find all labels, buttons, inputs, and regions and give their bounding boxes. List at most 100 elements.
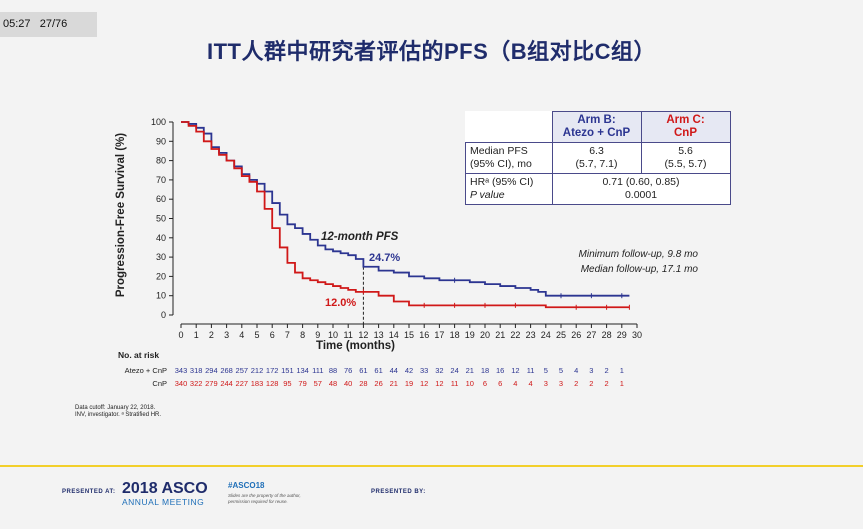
risk-value: 76	[344, 366, 353, 375]
arm-b-header: Arm B: Atezo + CnP	[551, 111, 642, 143]
median-pfs-label: Median PFS (95% CI), mo	[465, 142, 553, 174]
x-tick-label: 13	[374, 330, 384, 340]
risk-value: 1	[619, 366, 624, 375]
risk-value: 151	[281, 366, 294, 375]
risk-value: 42	[404, 366, 414, 375]
x-tick-label: 19	[465, 330, 475, 340]
median-pfs-arm-b: 6.3 (5.7, 7.1)	[551, 142, 642, 174]
x-tick-label: 10	[328, 330, 338, 340]
x-tick-label: 0	[178, 330, 183, 340]
x-tick-label: 25	[556, 330, 566, 340]
risk-value: 61	[374, 366, 383, 375]
pfs-annotation-title: 12-month PFS	[321, 231, 399, 243]
presented-at-label: PRESENTED AT:	[62, 489, 116, 495]
risk-value: 343	[174, 366, 188, 375]
min-followup: Minimum follow-up, 9.8 mo	[578, 249, 698, 260]
risk-value: 3	[589, 366, 594, 375]
x-tick-label: 26	[571, 330, 581, 340]
risk-value: 28	[359, 379, 368, 388]
abbreviation-note: INV, investigator. ᵃ Stratified HR.	[75, 412, 162, 418]
risk-value: 3	[558, 379, 564, 388]
risk-table-title: No. at risk	[118, 350, 160, 360]
risk-value: 294	[205, 366, 218, 375]
risk-value: 33	[420, 366, 429, 375]
asco-logo-year: 2018 ASCO	[122, 480, 208, 497]
risk-value: 6	[482, 379, 488, 388]
risk-value: 4	[513, 379, 518, 388]
x-tick-label: 20	[480, 330, 490, 340]
risk-row-label: CnP	[152, 379, 167, 388]
x-tick-label: 3	[224, 330, 229, 340]
slide-counter: 27/76	[39, 18, 68, 30]
y-tick-label: 0	[161, 310, 166, 320]
followup-note: Minimum follow-up, 9.8 mo Median follow-…	[550, 247, 698, 277]
risk-value: 10	[465, 379, 474, 388]
risk-value: 322	[189, 379, 203, 388]
risk-value: 2	[604, 366, 609, 375]
stats-table: Arm B: Atezo + CnP Arm C: CnP Median PFS (9…	[465, 111, 731, 205]
risk-value: 134	[296, 366, 309, 375]
x-tick-label: 8	[300, 330, 305, 340]
risk-value: 212	[250, 366, 264, 375]
x-tick-label: 15	[404, 330, 414, 340]
risk-value: 26	[374, 379, 383, 388]
y-tick-label: 30	[156, 252, 166, 262]
risk-value: 57	[313, 379, 322, 388]
slide-disclaimer: Slides are the property of the author, p…	[228, 493, 301, 504]
risk-value: 24	[450, 366, 459, 375]
x-tick-label: 4	[239, 330, 244, 340]
pfs-annotation-arm-b: 24.7%	[369, 252, 401, 264]
y-tick-label: 10	[156, 291, 166, 301]
asco-logo-subtitle: ANNUAL MEETING	[122, 497, 205, 507]
data-cutoff-note: Data cutoff: January 22, 2018.	[75, 405, 156, 411]
risk-value: 19	[404, 379, 414, 388]
x-tick-label: 9	[315, 330, 320, 340]
risk-value: 12	[511, 366, 520, 375]
risk-value: 16	[496, 366, 505, 375]
risk-value: 44	[389, 366, 398, 375]
x-tick-label: 28	[602, 330, 612, 340]
hashtag: #ASCO18	[228, 481, 265, 490]
risk-value: 1	[619, 379, 624, 388]
risk-value: 5	[543, 366, 548, 375]
x-tick-label: 22	[510, 330, 520, 340]
risk-value: 4	[574, 366, 579, 375]
x-tick-label: 11	[344, 330, 353, 340]
risk-value: 340	[174, 379, 188, 388]
risk-value: 227	[235, 379, 249, 388]
x-tick-label: 7	[285, 330, 290, 340]
risk-value: 279	[205, 379, 218, 388]
risk-value: 21	[389, 379, 398, 388]
risk-value: 4	[528, 379, 533, 388]
x-tick-label: 24	[541, 330, 551, 340]
risk-value: 2	[604, 379, 609, 388]
risk-value: 5	[558, 366, 564, 375]
footer-divider	[0, 465, 863, 467]
y-tick-label: 100	[151, 117, 166, 127]
x-tick-label: 2	[209, 330, 214, 340]
risk-value: 12	[435, 379, 444, 388]
risk-value: 183	[250, 379, 264, 388]
y-tick-label: 60	[156, 194, 166, 204]
x-tick-label: 17	[434, 330, 444, 340]
risk-value: 18	[480, 366, 490, 375]
x-tick-label: 16	[419, 330, 429, 340]
risk-value: 6	[498, 379, 503, 388]
risk-value: 95	[283, 379, 292, 388]
x-tick-label: 6	[270, 330, 275, 340]
x-tick-label: 27	[586, 330, 596, 340]
y-tick-label: 70	[156, 175, 166, 185]
y-tick-label: 40	[156, 233, 166, 243]
hr-value: 0.71 (0.60, 0.85) 0.0001	[551, 173, 731, 205]
x-tick-label: 30	[632, 330, 642, 340]
x-tick-label: 23	[526, 330, 536, 340]
risk-value: 2	[589, 379, 594, 388]
risk-value: 32	[435, 366, 444, 375]
footnote: Data cutoff: January 22, 2018. INV, inve…	[75, 405, 161, 419]
km-curve-arm-c	[181, 121, 630, 309]
slide-title: ITT人群中研究者评估的PFS（B组对比C组）	[206, 39, 657, 64]
risk-value: 172	[265, 366, 279, 375]
risk-value: 11	[450, 379, 459, 388]
risk-value: 257	[235, 366, 249, 375]
risk-value: 12	[420, 379, 429, 388]
